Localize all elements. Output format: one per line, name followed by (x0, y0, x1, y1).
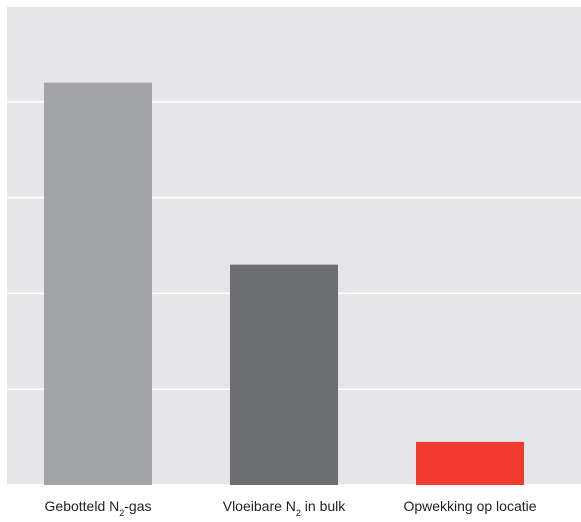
x-tick-label-3: Opwekking op locatie (403, 498, 536, 514)
x-tick-label-subscript: 2 (119, 508, 124, 518)
x-tick-label-subscript: 2 (296, 508, 301, 518)
bars (44, 82, 524, 485)
bar-1 (44, 82, 152, 485)
x-tick-label-text: -gas (124, 498, 151, 514)
x-tick-label-text: Gebotteld N (45, 498, 120, 514)
x-tick-labels: Gebotteld N2-gas Vloeibare N2 in bulk Opwe… (45, 498, 537, 518)
x-tick-label-2: Vloeibare N2 in bulk (223, 498, 347, 518)
x-tick-label-text: in bulk (301, 498, 346, 514)
x-tick-label-text: Vloeibare N (223, 498, 296, 514)
x-tick-label-text: Opwekking op locatie (403, 498, 536, 514)
bar-3 (416, 441, 524, 485)
bar-2 (230, 264, 338, 485)
x-tick-label-1: Gebotteld N2-gas (45, 498, 152, 518)
